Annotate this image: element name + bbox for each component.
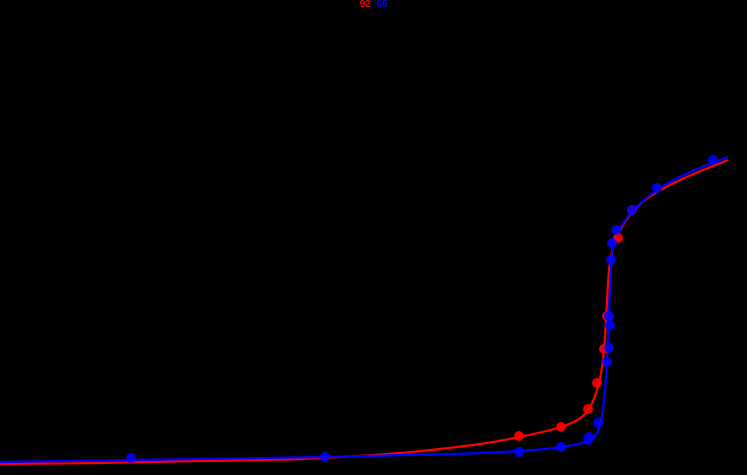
data-point-series-92 xyxy=(592,378,602,388)
data-point-series-66 xyxy=(514,447,524,457)
data-point-series-66 xyxy=(556,442,566,452)
title-separator: , xyxy=(370,0,374,10)
data-point-series-66 xyxy=(627,205,637,215)
fit-curve-series-66 xyxy=(0,155,729,464)
data-point-series-66 xyxy=(708,155,718,165)
data-point-series-92 xyxy=(583,404,593,414)
data-point-series-92 xyxy=(556,422,566,432)
data-point-series-66 xyxy=(606,255,616,265)
data-point-series-66 xyxy=(611,225,621,235)
data-point-series-66 xyxy=(126,453,136,463)
data-point-series-66 xyxy=(320,452,330,462)
fit-curves xyxy=(0,155,729,466)
data-point-series-92 xyxy=(514,431,524,441)
series-a-label: 92 xyxy=(359,0,371,10)
data-point-series-66 xyxy=(604,311,614,321)
data-point-series-66 xyxy=(584,432,594,442)
data-point-series-66 xyxy=(607,238,617,248)
chart-title: 92, 66 xyxy=(0,0,747,11)
data-point-series-66 xyxy=(652,183,662,193)
data-points xyxy=(126,155,718,463)
series-b-label: 66 xyxy=(376,0,388,10)
data-point-series-66 xyxy=(605,320,615,330)
data-point-series-66 xyxy=(604,343,614,353)
data-point-series-66 xyxy=(593,418,603,428)
fit-curve-series-92 xyxy=(0,158,729,466)
data-point-series-66 xyxy=(602,357,612,367)
